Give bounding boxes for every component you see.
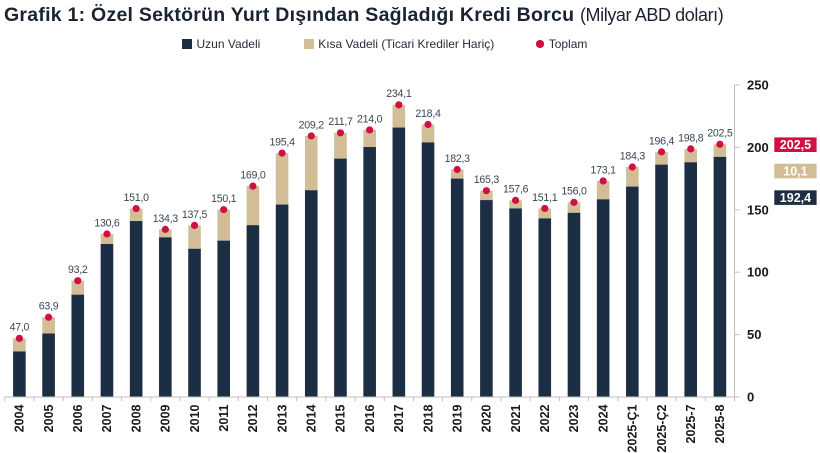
svg-text:2009: 2009 [159, 404, 173, 432]
svg-text:196,4: 196,4 [649, 135, 675, 147]
svg-text:157,6: 157,6 [503, 184, 529, 196]
svg-text:165,3: 165,3 [474, 174, 500, 186]
svg-text:130,6: 130,6 [94, 217, 120, 229]
svg-text:184,3: 184,3 [620, 150, 646, 162]
svg-text:202,5: 202,5 [707, 128, 733, 140]
svg-text:2012: 2012 [246, 404, 260, 432]
svg-text:182,3: 182,3 [445, 153, 471, 165]
svg-text:2013: 2013 [275, 404, 289, 432]
svg-text:202,5: 202,5 [780, 138, 811, 152]
svg-text:250: 250 [747, 78, 769, 93]
svg-text:2024: 2024 [596, 404, 610, 432]
svg-text:47,0: 47,0 [10, 322, 30, 334]
svg-text:195,4: 195,4 [269, 137, 295, 149]
svg-text:2019: 2019 [450, 404, 464, 432]
svg-text:2017: 2017 [392, 404, 406, 432]
svg-text:0: 0 [747, 390, 754, 405]
svg-text:2015: 2015 [334, 404, 348, 432]
svg-text:2025-8: 2025-8 [713, 404, 727, 443]
svg-text:63,9: 63,9 [39, 301, 59, 313]
svg-text:198,8: 198,8 [678, 132, 704, 144]
svg-text:200: 200 [747, 140, 769, 155]
svg-text:2025-7: 2025-7 [684, 404, 698, 443]
svg-text:2011: 2011 [217, 404, 231, 431]
svg-text:2014: 2014 [305, 404, 319, 432]
svg-text:2008: 2008 [129, 404, 143, 432]
svg-text:150: 150 [747, 202, 769, 217]
svg-text:2025-Ç1: 2025-Ç1 [626, 404, 640, 452]
svg-text:218,4: 218,4 [415, 108, 441, 120]
svg-text:156,0: 156,0 [561, 186, 587, 198]
svg-text:137,5: 137,5 [182, 209, 208, 221]
svg-text:151,0: 151,0 [124, 192, 150, 204]
svg-text:150,1: 150,1 [211, 193, 237, 205]
svg-text:134,3: 134,3 [153, 213, 179, 225]
svg-text:214,0: 214,0 [357, 113, 383, 125]
svg-text:2010: 2010 [188, 404, 202, 432]
svg-text:10,1: 10,1 [783, 164, 807, 178]
svg-text:211,7: 211,7 [328, 116, 353, 128]
svg-text:173,1: 173,1 [591, 164, 617, 176]
svg-text:2020: 2020 [480, 404, 494, 432]
svg-text:2022: 2022 [538, 404, 552, 432]
svg-text:2025-Ç2: 2025-Ç2 [655, 404, 669, 452]
svg-text:50: 50 [747, 327, 761, 342]
svg-text:2005: 2005 [42, 404, 56, 432]
svg-text:100: 100 [747, 265, 769, 280]
svg-text:2018: 2018 [421, 404, 435, 432]
svg-text:209,2: 209,2 [299, 119, 325, 131]
svg-text:151,1: 151,1 [532, 192, 558, 204]
svg-text:169,0: 169,0 [240, 169, 266, 181]
svg-text:2023: 2023 [567, 404, 581, 432]
svg-text:2016: 2016 [363, 404, 377, 432]
svg-text:192,4: 192,4 [780, 191, 811, 205]
svg-text:234,1: 234,1 [386, 88, 412, 100]
svg-text:2004: 2004 [13, 404, 27, 432]
svg-text:93,2: 93,2 [68, 264, 88, 276]
svg-text:2021: 2021 [509, 404, 523, 432]
svg-text:2006: 2006 [71, 404, 85, 432]
svg-text:2007: 2007 [100, 404, 114, 432]
